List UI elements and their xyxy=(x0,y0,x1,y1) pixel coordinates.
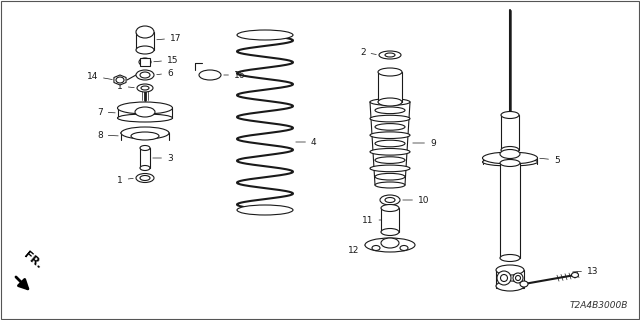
Ellipse shape xyxy=(378,98,402,106)
Bar xyxy=(378,72,402,102)
Bar xyxy=(140,58,150,66)
Ellipse shape xyxy=(378,68,402,76)
Text: 1: 1 xyxy=(117,82,134,91)
Text: 15: 15 xyxy=(154,55,179,65)
Bar xyxy=(500,163,520,258)
Polygon shape xyxy=(114,75,126,85)
Text: 3: 3 xyxy=(153,154,173,163)
Ellipse shape xyxy=(131,132,159,140)
Ellipse shape xyxy=(141,86,149,90)
Ellipse shape xyxy=(140,146,150,150)
Text: 17: 17 xyxy=(157,34,182,43)
Ellipse shape xyxy=(501,111,519,118)
Ellipse shape xyxy=(500,149,520,158)
Ellipse shape xyxy=(515,276,520,281)
Ellipse shape xyxy=(500,275,508,282)
Text: 13: 13 xyxy=(573,267,598,276)
Text: 4: 4 xyxy=(296,138,317,147)
Ellipse shape xyxy=(375,157,405,164)
Ellipse shape xyxy=(500,254,520,261)
Ellipse shape xyxy=(381,228,399,236)
Ellipse shape xyxy=(375,124,405,130)
Ellipse shape xyxy=(513,273,523,283)
Ellipse shape xyxy=(135,107,155,117)
Ellipse shape xyxy=(385,53,395,57)
Text: 9: 9 xyxy=(413,139,436,148)
Ellipse shape xyxy=(140,72,150,78)
Text: 2: 2 xyxy=(360,47,376,57)
Bar xyxy=(136,32,154,50)
Ellipse shape xyxy=(380,195,400,205)
Ellipse shape xyxy=(237,205,293,215)
Ellipse shape xyxy=(379,51,401,59)
Text: 7: 7 xyxy=(97,108,115,116)
Ellipse shape xyxy=(483,152,538,164)
Ellipse shape xyxy=(372,245,380,251)
Ellipse shape xyxy=(370,165,410,172)
Ellipse shape xyxy=(237,30,293,40)
Ellipse shape xyxy=(400,245,408,251)
Ellipse shape xyxy=(136,46,154,54)
Ellipse shape xyxy=(483,158,538,166)
Ellipse shape xyxy=(118,102,173,114)
Ellipse shape xyxy=(199,70,221,80)
Text: 12: 12 xyxy=(348,245,365,254)
Text: 10: 10 xyxy=(403,196,429,204)
Ellipse shape xyxy=(375,140,405,147)
Ellipse shape xyxy=(370,132,410,139)
Ellipse shape xyxy=(381,204,399,212)
Ellipse shape xyxy=(375,173,405,180)
Ellipse shape xyxy=(370,148,410,155)
Ellipse shape xyxy=(121,127,169,139)
Text: 6: 6 xyxy=(157,68,173,77)
Ellipse shape xyxy=(365,238,415,252)
Ellipse shape xyxy=(137,84,153,92)
Ellipse shape xyxy=(370,99,410,105)
Text: 16: 16 xyxy=(224,70,246,79)
Ellipse shape xyxy=(496,281,524,291)
Ellipse shape xyxy=(385,197,395,203)
Ellipse shape xyxy=(500,159,520,166)
Bar xyxy=(381,208,399,232)
Text: 5: 5 xyxy=(540,156,560,164)
Ellipse shape xyxy=(136,70,154,80)
Text: 1: 1 xyxy=(117,175,133,185)
Ellipse shape xyxy=(140,165,150,171)
Ellipse shape xyxy=(118,114,173,122)
Ellipse shape xyxy=(139,58,151,66)
Ellipse shape xyxy=(140,175,150,180)
Ellipse shape xyxy=(496,265,524,275)
Text: 8: 8 xyxy=(97,131,118,140)
Ellipse shape xyxy=(572,273,579,277)
Ellipse shape xyxy=(381,238,399,248)
Ellipse shape xyxy=(375,182,405,188)
Bar xyxy=(501,115,519,150)
Bar xyxy=(496,270,524,288)
Ellipse shape xyxy=(136,26,154,38)
Text: FR.: FR. xyxy=(22,250,44,271)
Ellipse shape xyxy=(136,173,154,182)
Ellipse shape xyxy=(520,281,528,287)
Ellipse shape xyxy=(497,271,511,285)
Ellipse shape xyxy=(116,77,124,83)
Ellipse shape xyxy=(501,147,519,154)
Ellipse shape xyxy=(370,115,410,122)
Text: 11: 11 xyxy=(362,215,381,225)
Ellipse shape xyxy=(375,107,405,114)
Text: T2A4B3000B: T2A4B3000B xyxy=(570,301,628,310)
Bar xyxy=(140,148,150,168)
Ellipse shape xyxy=(121,129,169,137)
Text: 14: 14 xyxy=(86,71,112,81)
